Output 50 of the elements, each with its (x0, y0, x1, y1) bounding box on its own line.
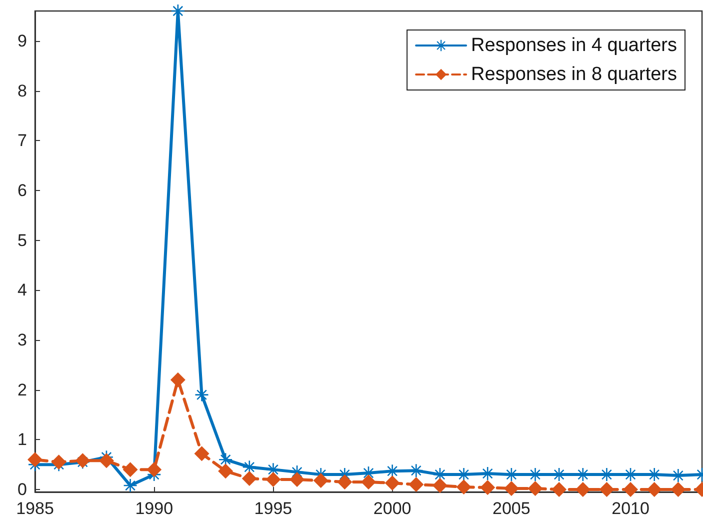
point (124, 479, 137, 492)
y-tick-label: 3 (18, 330, 27, 350)
point (504, 481, 519, 496)
x-tick-label: 2000 (373, 499, 412, 518)
point (98, 453, 114, 468)
point (361, 474, 376, 490)
y-tick-label: 0 (18, 480, 27, 500)
legend-label: Responses in 8 quarters (471, 64, 678, 85)
point (122, 462, 138, 478)
point (337, 474, 352, 490)
point (242, 471, 257, 486)
x-tick-label: 1995 (254, 499, 292, 518)
point (528, 481, 543, 496)
point (480, 480, 496, 496)
point (552, 482, 567, 498)
point (672, 469, 685, 482)
point (384, 476, 400, 491)
point (646, 482, 662, 498)
point (432, 478, 448, 494)
point (528, 468, 542, 482)
y-tick-label: 2 (18, 380, 27, 400)
point (28, 452, 42, 468)
y-tick-label: 4 (18, 280, 27, 300)
point (170, 372, 186, 388)
y-tick-label: 7 (18, 131, 27, 150)
y-tick-label: 1 (18, 430, 27, 450)
point (670, 482, 686, 498)
y-tick-label: 9 (18, 31, 27, 50)
point (51, 454, 66, 470)
point (290, 472, 305, 488)
x-tick-label: 1990 (135, 499, 174, 518)
point (575, 482, 590, 498)
legend-label: Responses in 4 quarters (471, 35, 678, 56)
point (146, 462, 162, 478)
y-tick-label: 6 (18, 180, 27, 200)
y-tick-label: 8 (18, 81, 27, 100)
point (648, 468, 661, 482)
point (313, 473, 328, 488)
x-tick-label: 2010 (612, 499, 650, 518)
x-tick-label: 1985 (16, 499, 54, 518)
point (218, 464, 234, 479)
point (599, 482, 614, 498)
point (266, 472, 281, 488)
x-tick-label: 2005 (492, 499, 530, 518)
y-tick-label: 5 (18, 230, 27, 250)
point (194, 446, 210, 462)
point (623, 482, 638, 498)
point (456, 480, 472, 495)
point (600, 468, 614, 482)
point (408, 477, 424, 492)
